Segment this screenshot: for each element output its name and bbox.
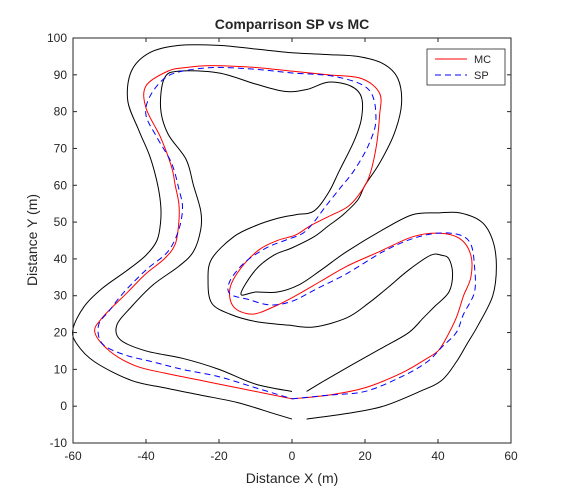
y-tick-label: 80 <box>54 105 68 119</box>
y-tick-label: 30 <box>54 289 68 303</box>
x-tick-label: -20 <box>210 449 228 463</box>
y-tick-label: 20 <box>54 326 68 340</box>
y-tick-label: 90 <box>54 68 68 82</box>
axis-ticks: -60 -40 -20 0 20 40 60 -10 0 10 20 30 40 50 60 70 80 90 10… <box>47 31 518 463</box>
track-boundaries <box>72 44 497 420</box>
series-line-sp <box>97 66 476 400</box>
series-lines <box>94 65 476 400</box>
x-tick-label: 40 <box>431 449 445 463</box>
y-axis-label: Distance Y (m) <box>24 194 40 286</box>
inner-track-boundary <box>115 70 454 392</box>
x-axis-label: Distance X (m) <box>246 470 339 486</box>
outer-track-boundary <box>72 44 497 420</box>
y-tick-label: 70 <box>54 141 68 155</box>
x-tick-label: 60 <box>504 449 518 463</box>
legend-entry-mc: MC <box>474 54 491 66</box>
x-tick-label: 0 <box>289 449 296 463</box>
x-tick-label: -60 <box>64 449 82 463</box>
y-tick-label: 50 <box>54 215 68 229</box>
series-line-mc <box>94 65 473 400</box>
y-tick-label: 40 <box>54 252 68 266</box>
y-tick-label: 100 <box>47 31 67 45</box>
legend-box <box>426 48 506 86</box>
y-tick-label: -10 <box>50 436 68 450</box>
y-tick-label: 60 <box>54 178 68 192</box>
x-tick-label: 20 <box>358 449 372 463</box>
legend: MC SP <box>426 48 506 86</box>
y-tick-label: 0 <box>60 399 67 413</box>
x-tick-label: -40 <box>137 449 155 463</box>
y-tick-label: 10 <box>54 362 68 376</box>
chart-title: Comparrison SP vs MC <box>215 16 370 32</box>
legend-entry-sp: SP <box>474 70 489 82</box>
